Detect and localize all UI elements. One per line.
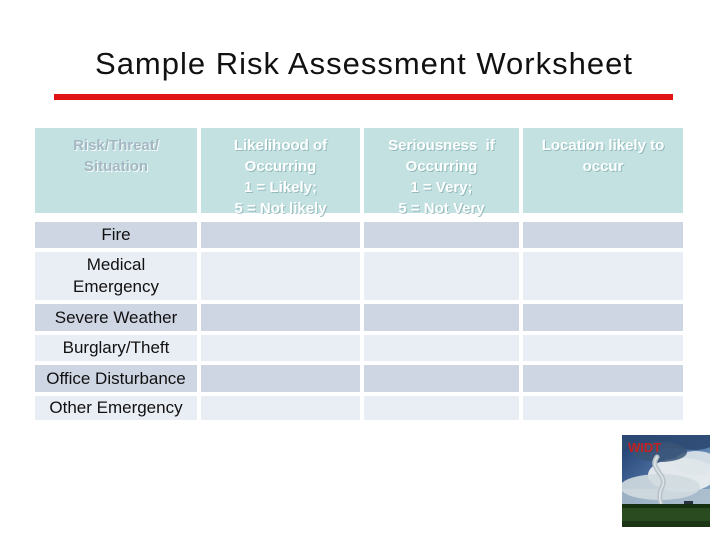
row-label: Office Disturbance: [35, 365, 197, 392]
location-cell: [523, 304, 683, 331]
table-row-burglary-theft: Burglary/Theft: [35, 335, 683, 361]
row-label: Fire: [35, 222, 197, 248]
header-location-likely-to-occur: Location likely to occur: [523, 128, 683, 213]
location-cell: [523, 222, 683, 248]
seriousness-cell: [364, 396, 519, 420]
likelihood-cell: [201, 335, 360, 361]
widt-watermark: WIDT: [628, 440, 661, 455]
table-header-row: Risk/Threat/ Situation Likelihood of Occ…: [35, 128, 683, 217]
seriousness-cell: [364, 304, 519, 331]
table-row-other-emergency: Other Emergency: [35, 396, 683, 420]
table-row-office-disturbance: Office Disturbance: [35, 365, 683, 392]
likelihood-cell: [201, 252, 360, 300]
title-underline: [54, 94, 673, 100]
header-risk-threat-situation: Risk/Threat/ Situation: [35, 128, 197, 213]
likelihood-cell: [201, 396, 360, 420]
location-cell: [523, 396, 683, 420]
row-label: Burglary/Theft: [35, 335, 197, 361]
row-label: Other Emergency: [35, 396, 197, 420]
header-seriousness-if-occurring: Seriousness if Occurring 1 = Very; 5 = N…: [364, 128, 519, 217]
tornado-photo: WIDT: [622, 435, 710, 527]
likelihood-cell: [201, 365, 360, 392]
seriousness-cell: [364, 365, 519, 392]
seriousness-cell: [364, 252, 519, 300]
row-label: Severe Weather: [35, 304, 197, 331]
slide-title: Sample Risk Assessment Worksheet: [95, 46, 633, 81]
tornado-photo-graphic: WIDT: [622, 435, 710, 527]
risk-assessment-table: Risk/Threat/ Situation Likelihood of Occ…: [35, 128, 683, 424]
seriousness-cell: [364, 222, 519, 248]
table-row-fire: Fire: [35, 222, 683, 248]
seriousness-cell: [364, 335, 519, 361]
row-label: Medical Emergency: [35, 252, 197, 300]
likelihood-cell: [201, 304, 360, 331]
location-cell: [523, 335, 683, 361]
likelihood-cell: [201, 222, 360, 248]
table-row-severe-weather: Severe Weather: [35, 304, 683, 331]
table-row-medical-emergency: Medical Emergency: [35, 252, 683, 300]
location-cell: [523, 252, 683, 300]
header-likelihood-of-occurring: Likelihood of Occurring 1 = Likely; 5 = …: [201, 128, 360, 217]
location-cell: [523, 365, 683, 392]
